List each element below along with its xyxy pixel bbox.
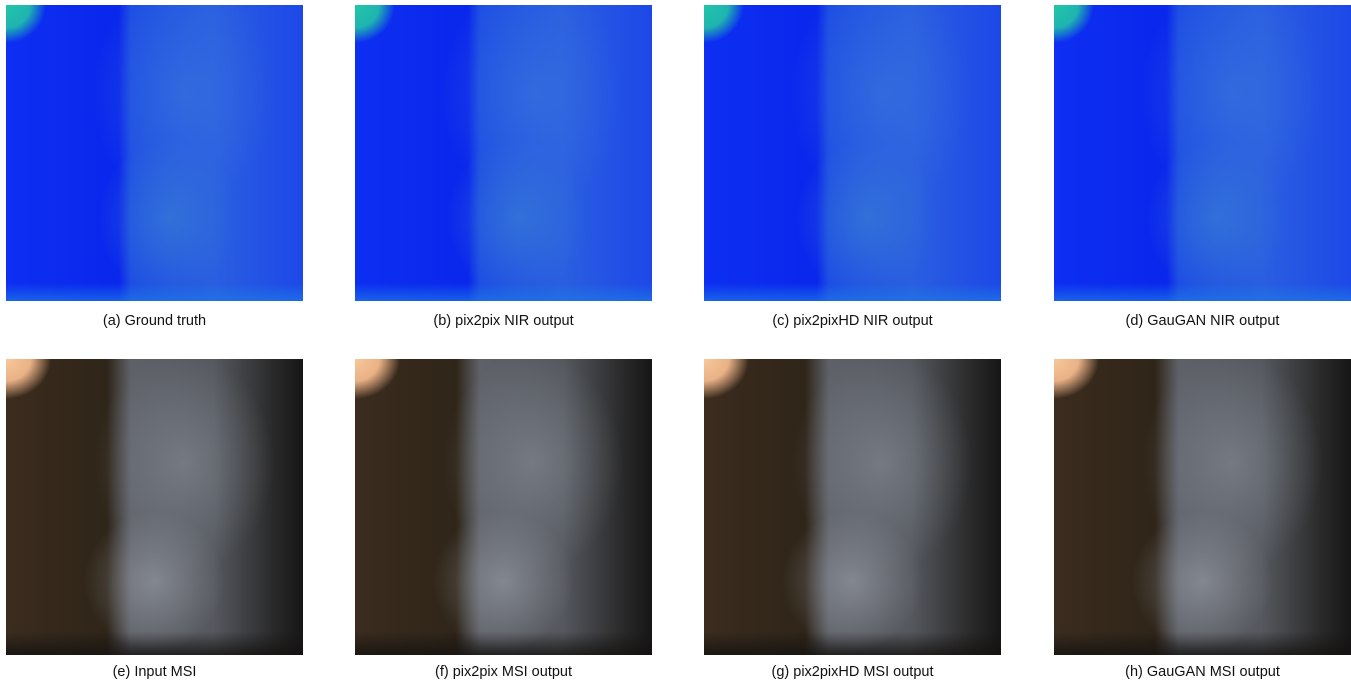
panel-caption: (d) GauGAN NIR output	[1054, 313, 1351, 329]
panel-image	[6, 359, 303, 655]
panel-image	[355, 359, 652, 655]
panel-caption: (h) GauGAN MSI output	[1054, 664, 1351, 680]
panel-caption: (g) pix2pixHD MSI output	[704, 664, 1001, 680]
panel-caption: (a) Ground truth	[6, 313, 303, 329]
panel-image	[1054, 5, 1351, 301]
panel-caption: (f) pix2pix MSI output	[355, 664, 652, 680]
panel-caption: (c) pix2pixHD NIR output	[704, 313, 1001, 329]
panel-image	[1054, 359, 1351, 655]
panel-image	[704, 5, 1001, 301]
panel-image	[6, 5, 303, 301]
panel-image	[355, 5, 652, 301]
panel-caption: (e) Input MSI	[6, 664, 303, 680]
figure-page: (a) Ground truth (b) pix2pix NIR output …	[0, 0, 1351, 683]
panel-image	[704, 359, 1001, 655]
panel-caption: (b) pix2pix NIR output	[355, 313, 652, 329]
